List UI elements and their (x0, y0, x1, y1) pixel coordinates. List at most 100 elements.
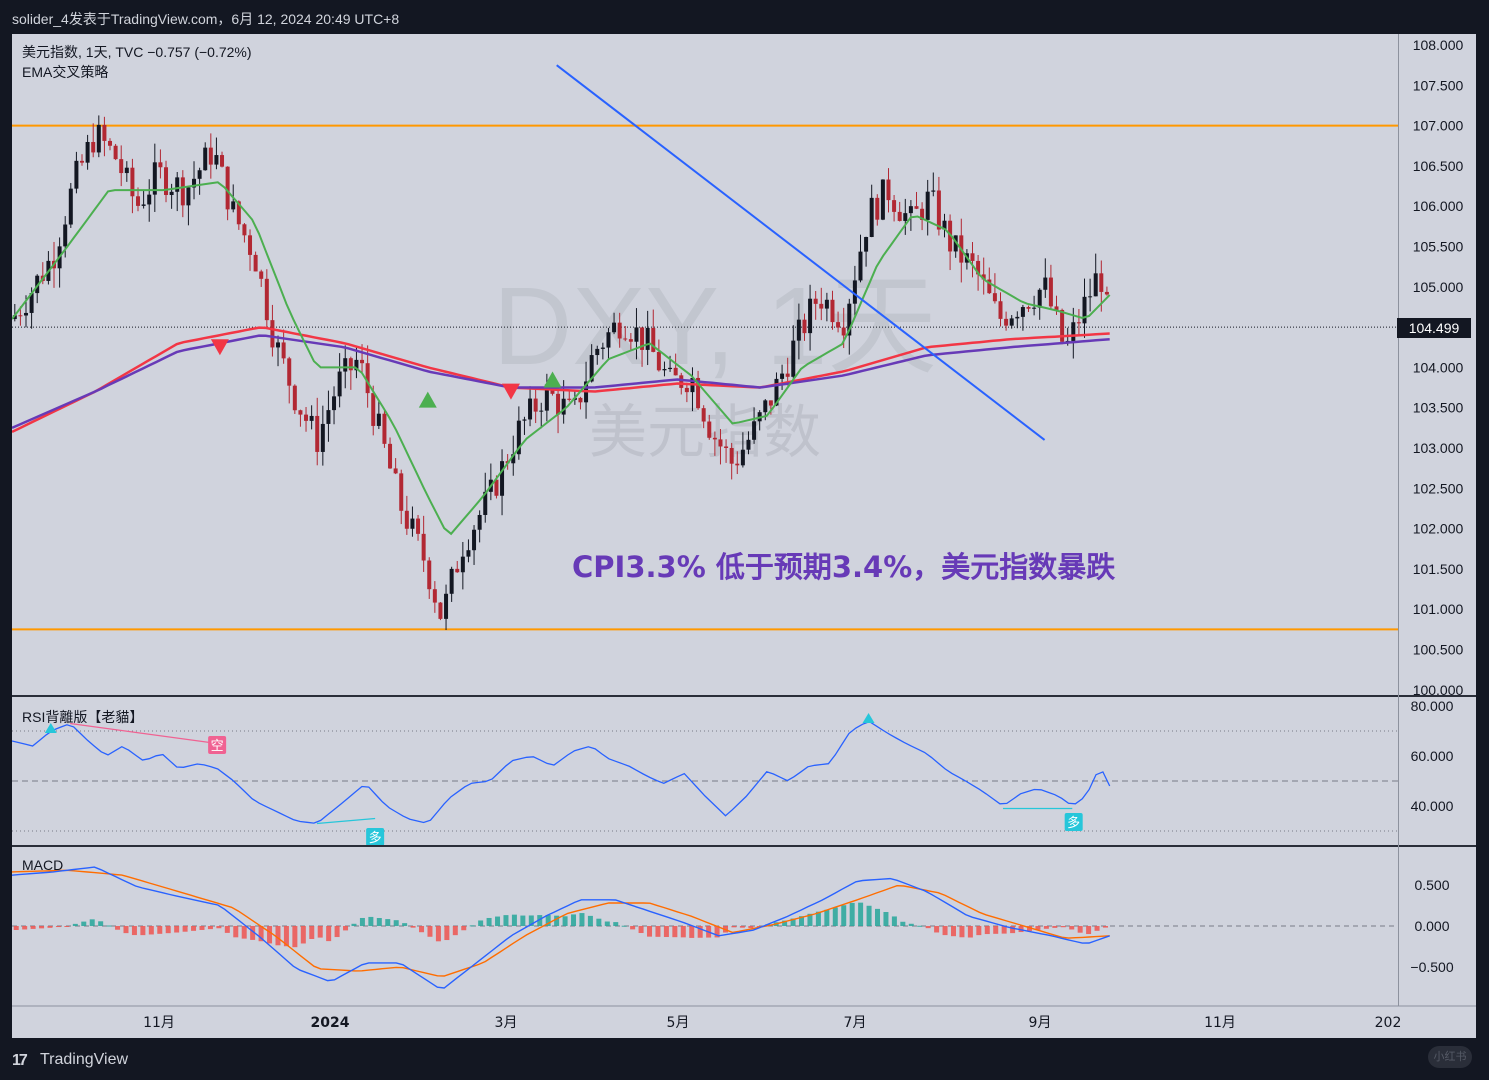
pane-separator-macd[interactable] (12, 845, 1476, 847)
macd-histogram-bar (39, 926, 45, 929)
candle-body (673, 367, 678, 376)
pane-separator-rsi[interactable] (12, 695, 1476, 697)
macd-histogram-bar (300, 926, 306, 944)
candle-body (304, 414, 309, 421)
time-tick-label: 7月 (844, 1015, 867, 1031)
candle-body (651, 327, 656, 352)
time-tick-label: 11月 (1204, 1015, 1236, 1031)
macd-histogram-bar (140, 926, 146, 936)
macd-histogram-bar (64, 926, 70, 927)
macd-histogram-bar (326, 926, 332, 942)
candle-body (976, 260, 981, 275)
macd-histogram-bar (739, 926, 745, 928)
symbol-legend[interactable]: 美元指数, 1天, TVC −0.757 (−0.72%) (22, 44, 252, 60)
candle-body (578, 397, 583, 403)
macd-histogram-bar (748, 926, 754, 929)
candle-body (320, 423, 325, 452)
candle-body (113, 145, 118, 160)
candle-body (903, 213, 908, 221)
candle-body (544, 384, 549, 411)
candle-body (365, 363, 370, 394)
last-price-tag: 104.499 (1397, 318, 1471, 338)
candle-body (1093, 273, 1098, 297)
macd-histogram-bar (1102, 926, 1108, 928)
tradingview-logo-icon[interactable]: 17 (12, 1052, 28, 1069)
macd-histogram-bar (275, 926, 281, 946)
macd-histogram-bar (891, 916, 897, 926)
macd-histogram-bar (663, 926, 669, 938)
macd-histogram-bar (55, 926, 61, 928)
candle-body (421, 533, 426, 561)
macd-tick-label: 0.500 (1414, 877, 1449, 893)
candle-body (208, 147, 213, 165)
candle-body (970, 253, 975, 261)
candle-body (707, 421, 712, 438)
candle-body (388, 443, 393, 469)
macd-histogram-bar (672, 926, 678, 938)
candle-body (292, 385, 297, 411)
candle-body (595, 348, 600, 356)
macd-legend[interactable]: MACD (22, 857, 64, 873)
macd-histogram-bar (376, 918, 382, 926)
macd-histogram-bar (925, 926, 931, 929)
strategy-signal-down-0 (210, 339, 229, 356)
candle-body (186, 187, 191, 206)
candle-body (1088, 296, 1093, 298)
candle-body (382, 413, 387, 444)
macd-histogram-bar (359, 917, 365, 926)
macd-signal-line (12, 869, 1110, 977)
macd-tick-label: −0.500 (1410, 959, 1453, 975)
macd-histogram-bar (528, 915, 534, 926)
macd-histogram-bar (309, 926, 315, 939)
macd-histogram-bar (967, 926, 973, 938)
chart-frame[interactable]: DXY, 1天 美元指数 CPI3.3% 低于预期3.4%，美元指数暴跌 108.00… (12, 34, 1476, 1038)
macd-histogram-bar (123, 926, 129, 934)
candle-body (1020, 307, 1025, 317)
candle-body (897, 211, 902, 221)
macd-histogram-bar (72, 923, 78, 926)
rsi-line (12, 720, 1111, 824)
candle-body (449, 568, 454, 594)
macd-histogram-bar (799, 916, 805, 926)
ema-slow-line (12, 334, 1110, 429)
price-tick-label: 101.000 (1413, 601, 1464, 617)
candle-body (483, 491, 488, 515)
candle-body (628, 339, 633, 342)
candle-body (455, 568, 460, 573)
candle-body (270, 320, 275, 348)
candle-body (63, 224, 68, 247)
price-tick-label: 106.500 (1413, 158, 1464, 174)
time-tick-label: 2024 (311, 1015, 350, 1031)
candle-body (371, 393, 376, 426)
tradingview-brand[interactable]: TradingView (40, 1051, 129, 1068)
price-tick-label: 102.500 (1413, 480, 1464, 496)
candle-body (617, 322, 622, 339)
candle-body (203, 147, 208, 171)
macd-histogram-bar (790, 918, 796, 926)
candle-body (830, 299, 835, 323)
candle-body (236, 201, 241, 225)
rsi-divergence-bearish-0 (70, 722, 218, 745)
candle-body (147, 194, 152, 205)
candle-body (410, 518, 415, 529)
candle-body (1082, 296, 1087, 324)
macd-histogram-bar (571, 914, 577, 926)
macd-histogram-bar (199, 926, 205, 930)
price-tick-label: 107.500 (1413, 77, 1464, 93)
candle-body (119, 159, 124, 174)
bearish-divergence-badge: 空 (211, 739, 224, 754)
strategy-legend[interactable]: EMA交叉策略 (22, 64, 109, 80)
rsi-legend[interactable]: RSI背離版【老貓】 (22, 709, 144, 725)
candle-body (836, 322, 841, 328)
candle-body (864, 236, 869, 252)
macd-histogram-bar (478, 920, 484, 926)
macd-histogram-bar (832, 907, 838, 926)
macd-histogram-bar (545, 915, 551, 926)
macd-histogram-bar (1052, 926, 1058, 928)
candle-body (24, 312, 29, 316)
macd-histogram-bar (452, 926, 458, 936)
candle-body (936, 190, 941, 230)
macd-histogram-bar (908, 923, 914, 926)
candle-body (85, 141, 90, 163)
